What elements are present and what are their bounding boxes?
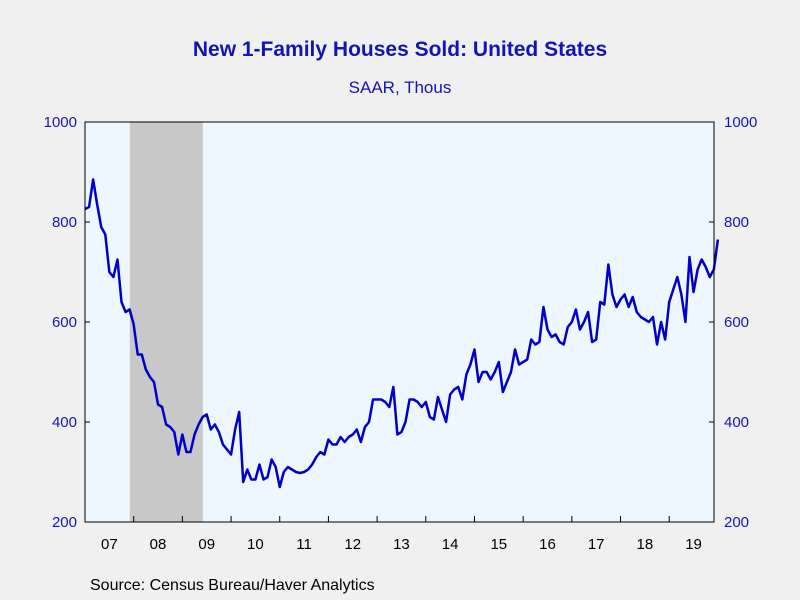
y-tick-label-left: 600: [52, 314, 77, 331]
series-line-new-home-sales: [84, 178, 720, 489]
x-tick-label: 12: [344, 536, 361, 553]
x-tick-label: 09: [198, 536, 215, 553]
chart-title: New 1-Family Houses Sold: United States: [192, 38, 608, 61]
x-tick-label: 19: [685, 536, 702, 553]
x-tick-label: 16: [539, 536, 556, 553]
y-axis-right: 200 400 600 800 1000: [709, 114, 757, 531]
chart-source-note: Source: Census Bureau/Haver Analytics: [90, 577, 375, 594]
x-tick-label: 15: [490, 536, 507, 553]
x-tick-label: 11: [296, 536, 312, 553]
x-tick-label: 18: [637, 536, 654, 553]
chart-subtitle: SAAR, Thous: [348, 78, 452, 97]
x-tick-label: 07: [101, 536, 118, 553]
x-tick-label: 17: [588, 536, 605, 553]
y-tick-label-right: 400: [724, 414, 749, 431]
y-tick-label-right: 1000: [724, 114, 757, 131]
x-tick-label: 08: [150, 536, 167, 553]
x-tick-label: 10: [247, 536, 264, 553]
x-axis: 07 08 09 10 11 12 13 14 15 16 17 18 19: [101, 516, 702, 553]
x-tick-label: 14: [442, 536, 459, 553]
y-tick-label-left: 800: [52, 214, 77, 231]
y-tick-label-right: 600: [724, 314, 749, 331]
x-tick-label: 13: [393, 536, 410, 553]
y-tick-label-left: 400: [52, 414, 77, 431]
y-tick-label-right: 200: [724, 514, 749, 531]
y-tick-label-left: 200: [52, 514, 77, 531]
recession-shading: [129, 122, 203, 522]
y-tick-label-left: 1000: [44, 114, 77, 131]
plot-frame: [84, 121, 715, 523]
y-axis-left: 200 400 600 800 1000: [44, 114, 90, 531]
y-tick-label-right: 800: [724, 214, 749, 231]
